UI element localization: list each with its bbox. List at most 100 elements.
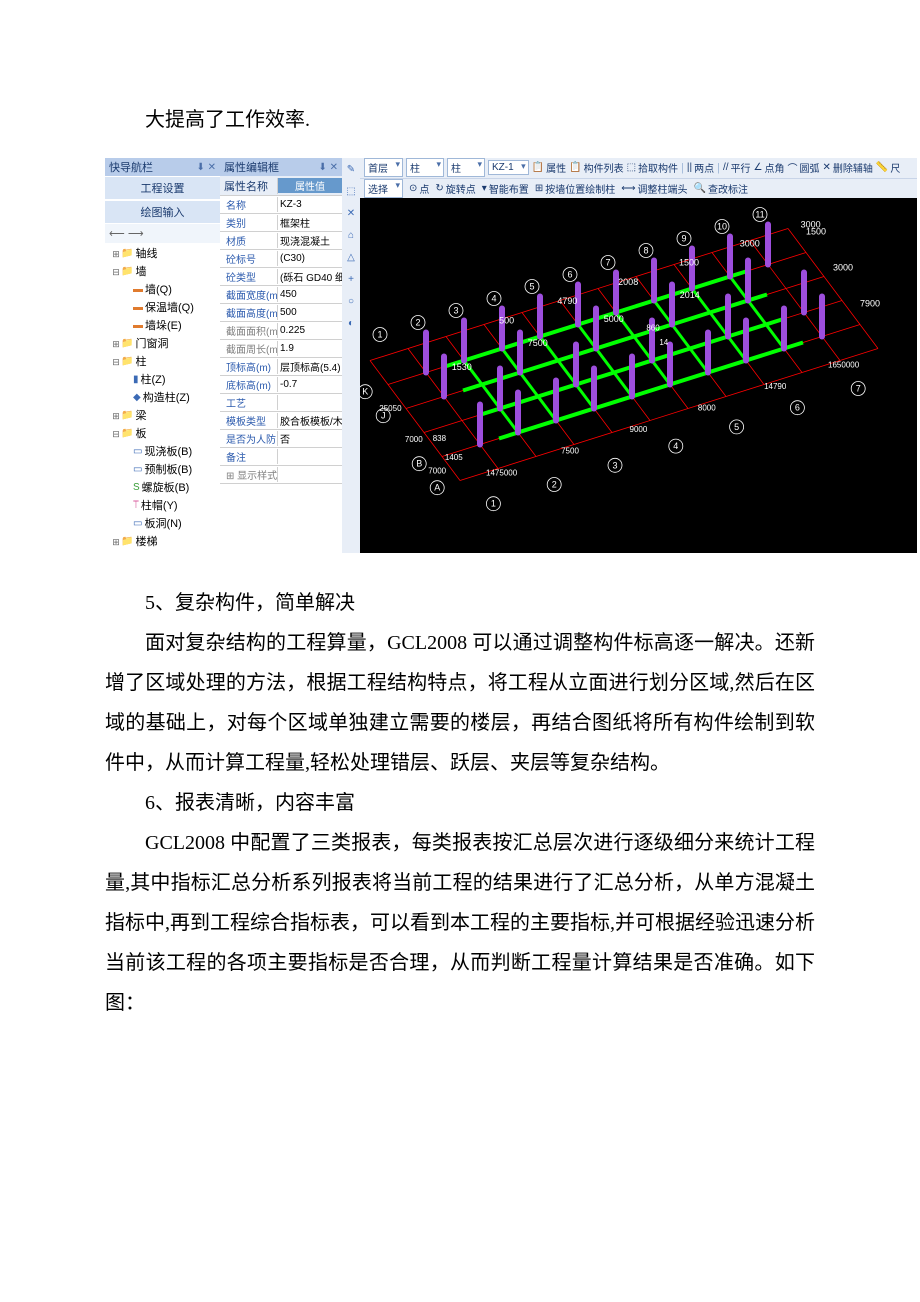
svg-text:14790: 14790 (764, 382, 787, 391)
tree-item[interactable]: ⊟📁墙 (105, 263, 220, 281)
toolbar-dropdown[interactable]: 首层 (364, 158, 403, 177)
property-row[interactable]: 类别框架柱 (220, 214, 342, 232)
svg-text:6: 6 (567, 270, 572, 280)
svg-text:4: 4 (491, 294, 496, 304)
tree-item[interactable]: ◆构造柱(Z) (105, 389, 220, 407)
prop-pin-icon[interactable]: ⬇ ✕ (318, 162, 338, 173)
svg-text:11: 11 (755, 210, 764, 220)
tree-item[interactable]: ⊟📁板 (105, 425, 220, 443)
toolbar-button[interactable]: ⊙点 (409, 181, 429, 196)
property-row[interactable]: 材质现浇混凝土 (220, 232, 342, 250)
svg-text:2014: 2014 (680, 290, 700, 300)
toolbar-button[interactable]: ⟷调整柱端头 (621, 181, 687, 196)
toolbar-button[interactable]: ∠点角 (754, 160, 785, 175)
property-row[interactable]: ⊞ 显示样式 (220, 466, 342, 484)
property-row[interactable]: 名称KZ-3 (220, 196, 342, 214)
nav-pin-icon[interactable]: ⬇ ✕ (196, 162, 216, 173)
tree-item[interactable]: ⊞📁装修 (105, 551, 220, 553)
property-row[interactable]: 模板类型胶合板模板/木 (220, 412, 342, 430)
property-row[interactable]: 工艺 (220, 394, 342, 412)
toolbar-button[interactable]: 📋构件列表 (569, 160, 623, 175)
property-panel: 属性编辑框 ⬇ ✕ 属性名称 属性值 名称KZ-3类别框架柱材质现浇混凝土砼标号… (220, 158, 342, 553)
toolbar-button[interactable]: 📋属性 (532, 160, 566, 175)
nav-toolbar: ⟵ ⟶ (105, 224, 220, 243)
svg-text:1500: 1500 (679, 258, 699, 268)
svg-text:1530: 1530 (452, 362, 472, 372)
toolbar-button[interactable]: //平行 (723, 160, 751, 175)
vtool-button[interactable]: ⬚ (344, 184, 358, 198)
property-header-name: 属性名称 (220, 178, 278, 194)
toolbar-button[interactable]: ▾智能布置 (482, 181, 529, 196)
svg-text:860: 860 (646, 324, 660, 333)
toolbar-dropdown[interactable]: 选择 (364, 179, 403, 198)
property-header-value: 属性值 (278, 178, 342, 193)
property-table: 属性名称 属性值 名称KZ-3类别框架柱材质现浇混凝土砼标号(C30)砼类型(砾… (220, 176, 342, 553)
tree-item[interactable]: ⊞📁门窗洞 (105, 335, 220, 353)
toolbar-dropdown[interactable]: KZ-1 (488, 160, 529, 175)
property-row[interactable]: 砼类型(砾石 GD40 细 (220, 268, 342, 286)
tree-item[interactable]: ⊞📁楼梯 (105, 533, 220, 551)
svg-text:7000: 7000 (405, 435, 423, 444)
svg-text:1500: 1500 (806, 227, 826, 237)
svg-text:5: 5 (529, 282, 534, 292)
svg-text:10: 10 (717, 222, 727, 232)
svg-text:3000: 3000 (740, 239, 760, 249)
nav-section-drawing-input[interactable]: 绘图输入 (105, 201, 220, 223)
tree-item[interactable]: ▬保温墙(Q) (105, 299, 220, 317)
tree-item[interactable]: ▭预制板(B) (105, 461, 220, 479)
vtool-button[interactable]: ⌂ (344, 228, 358, 242)
toolbar-button[interactable]: ✕删除辅轴 (822, 160, 872, 175)
property-row[interactable]: 备注 (220, 448, 342, 466)
property-row[interactable]: 截面高度(m500 (220, 304, 342, 322)
toolbar-button[interactable]: ⬚拾取构件 (627, 160, 678, 175)
toolbar-button[interactable]: 🔍查改标注 (694, 181, 748, 196)
section-5-title: 5、复杂构件，简单解决 (105, 583, 815, 623)
svg-text:3: 3 (453, 306, 458, 316)
tree-item[interactable]: ▬墙垛(E) (105, 317, 220, 335)
property-row[interactable]: 截面周长(m1.9 (220, 340, 342, 358)
toolbar-button[interactable]: 📏尺 (876, 160, 900, 175)
property-row[interactable]: 砼标号(C30) (220, 250, 342, 268)
tree-item[interactable]: ▮柱(Z) (105, 371, 220, 389)
tree-item[interactable]: ⊟📁柱 (105, 353, 220, 371)
tree-item[interactable]: ⊞📁轴线 (105, 245, 220, 263)
vtool-button[interactable]: + (344, 272, 358, 286)
nav-section-project-settings[interactable]: 工程设置 (105, 177, 220, 199)
drawing-canvas[interactable]: 12345678910111234567KJBA5004790200815003… (360, 198, 917, 553)
svg-text:8000: 8000 (698, 404, 716, 413)
svg-text:7500: 7500 (561, 447, 579, 456)
property-header-row: 属性名称 属性值 (220, 176, 342, 196)
svg-text:9: 9 (681, 234, 686, 244)
tree-item[interactable]: S螺旋板(B) (105, 479, 220, 497)
tree-item[interactable]: ⊞📁梁 (105, 407, 220, 425)
toolbar-dropdown[interactable]: 柱 (447, 158, 485, 177)
property-row[interactable]: 截面面积(m0.225 (220, 322, 342, 340)
svg-text:1650000: 1650000 (828, 360, 860, 369)
toolbar-button[interactable]: ⌒圆弧 (787, 160, 819, 175)
property-row[interactable]: 截面宽度(m450 (220, 286, 342, 304)
nav-panel: 快导航栏 ⬇ ✕ 工程设置 绘图输入 ⟵ ⟶ ⊞📁轴线⊟📁墙▬墙(Q)▬保温墙(… (105, 158, 220, 553)
tree-item[interactable]: ▬墙(Q) (105, 281, 220, 299)
vtool-button[interactable]: ✎ (344, 162, 358, 176)
svg-text:5000: 5000 (604, 314, 624, 324)
vtool-button[interactable]: ○ (344, 294, 358, 308)
vtool-button[interactable]: ✕ (344, 206, 358, 220)
vtool-button[interactable]: ◐ (344, 316, 358, 330)
svg-text:B: B (416, 459, 422, 469)
nav-back-icon[interactable]: ⟵ ⟶ (109, 227, 144, 240)
property-row[interactable]: 底标高(m)-0.7 (220, 376, 342, 394)
property-row[interactable]: 顶标高(m)层顶标高(5.4) (220, 358, 342, 376)
tree-item[interactable]: ⟙柱帽(Y) (105, 497, 220, 515)
toolbar-dropdown[interactable]: 柱 (406, 158, 444, 177)
property-row[interactable]: 是否为人防否 (220, 430, 342, 448)
toolbar-button[interactable]: ||两点 (687, 160, 714, 175)
svg-text:1: 1 (377, 330, 382, 340)
vtool-button[interactable]: △ (344, 250, 358, 264)
toolbar-button[interactable]: ↻旋转点 (435, 181, 475, 196)
tree-item[interactable]: ▭板洞(N) (105, 515, 220, 533)
tree-item[interactable]: ▭现浇板(B) (105, 443, 220, 461)
section-6-title: 6、报表清晰，内容丰富 (105, 783, 815, 823)
svg-text:6: 6 (795, 403, 800, 413)
nav-panel-header: 快导航栏 ⬇ ✕ (105, 158, 220, 176)
toolbar-button[interactable]: ⊞按墙位置绘制柱 (535, 181, 615, 196)
